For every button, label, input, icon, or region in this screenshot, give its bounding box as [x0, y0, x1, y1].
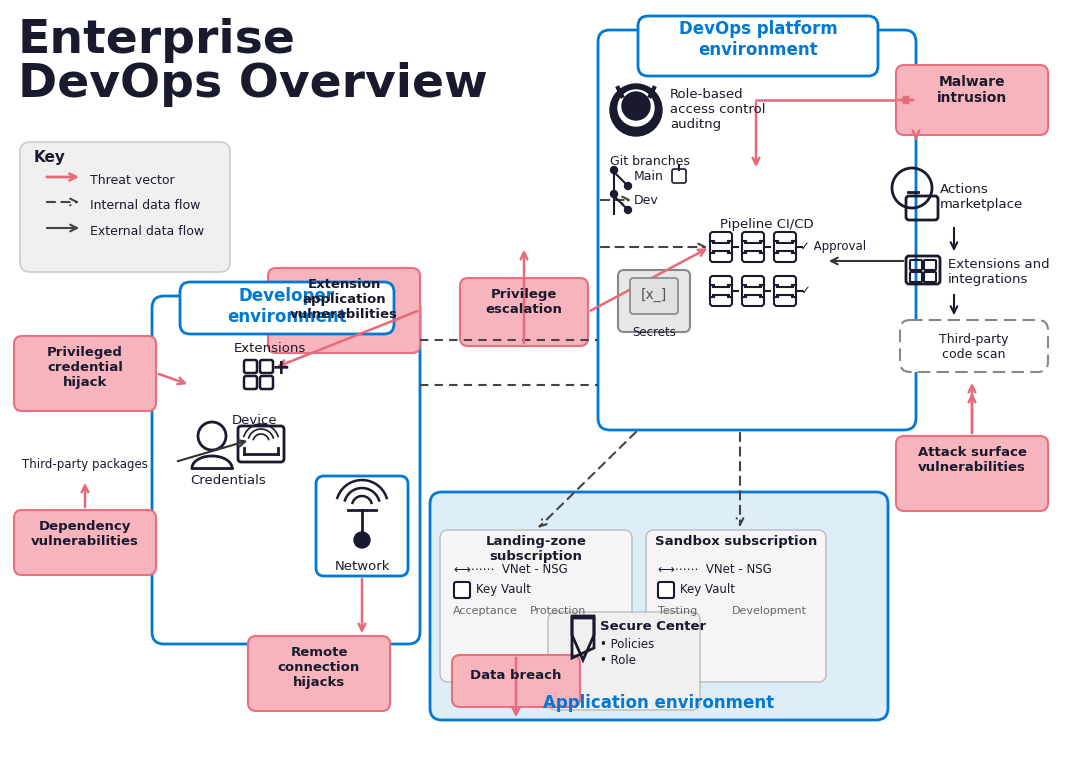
Text: Acceptance: Acceptance — [453, 606, 518, 616]
FancyBboxPatch shape — [431, 492, 888, 720]
FancyBboxPatch shape — [672, 169, 686, 183]
Text: Credentials: Credentials — [190, 474, 265, 487]
Text: Pipeline CI/CD: Pipeline CI/CD — [720, 218, 814, 231]
Text: Remote
connection
hijacks: Remote connection hijacks — [278, 646, 360, 689]
FancyBboxPatch shape — [548, 612, 700, 710]
FancyBboxPatch shape — [618, 270, 689, 332]
Text: Attack surface
vulnerabilities: Attack surface vulnerabilities — [917, 446, 1026, 474]
Text: ✓: ✓ — [800, 284, 810, 297]
FancyBboxPatch shape — [896, 65, 1048, 135]
Text: Dev: Dev — [634, 193, 659, 206]
FancyBboxPatch shape — [452, 655, 581, 707]
FancyBboxPatch shape — [454, 582, 470, 598]
Text: • Role: • Role — [600, 654, 636, 667]
Text: Protection: Protection — [530, 606, 586, 616]
Circle shape — [618, 90, 654, 126]
Text: ✓ Approval: ✓ Approval — [800, 239, 866, 252]
FancyBboxPatch shape — [598, 30, 916, 430]
FancyBboxPatch shape — [630, 278, 678, 314]
Text: Extensions and
integrations: Extensions and integrations — [948, 258, 1050, 286]
Text: Network: Network — [334, 560, 390, 573]
Text: Role-based
access control
auditng: Role-based access control auditng — [670, 88, 765, 131]
Text: Developer
environment: Developer environment — [228, 287, 346, 326]
FancyBboxPatch shape — [238, 426, 284, 462]
Text: ⟷⋯⋯  VNet - NSG: ⟷⋯⋯ VNet - NSG — [658, 563, 771, 576]
FancyBboxPatch shape — [244, 376, 257, 389]
FancyBboxPatch shape — [248, 636, 390, 711]
Text: Privilege
escalation: Privilege escalation — [486, 288, 562, 316]
Text: Third-party packages: Third-party packages — [22, 457, 148, 471]
FancyBboxPatch shape — [14, 336, 156, 411]
FancyBboxPatch shape — [14, 510, 156, 575]
Text: Secure Center: Secure Center — [600, 620, 706, 633]
FancyBboxPatch shape — [900, 320, 1048, 372]
FancyBboxPatch shape — [460, 278, 588, 346]
Circle shape — [610, 84, 663, 136]
FancyBboxPatch shape — [268, 268, 420, 353]
Text: Key Vault: Key Vault — [680, 583, 735, 596]
Text: Dependency
vulnerabilities: Dependency vulnerabilities — [31, 520, 139, 548]
Text: Privileged
credential
hijack: Privileged credential hijack — [47, 346, 123, 389]
Text: Git branches: Git branches — [610, 155, 689, 168]
Text: ⟷⋯⋯  VNet - NSG: ⟷⋯⋯ VNet - NSG — [454, 563, 568, 576]
FancyBboxPatch shape — [152, 296, 420, 644]
Text: Testing: Testing — [658, 606, 697, 616]
Text: Main: Main — [634, 170, 664, 182]
Text: Application environment: Application environment — [544, 694, 775, 712]
FancyBboxPatch shape — [180, 282, 394, 334]
Text: • Policies: • Policies — [600, 638, 654, 651]
Text: Threat vector: Threat vector — [90, 174, 175, 186]
FancyBboxPatch shape — [896, 436, 1048, 511]
FancyBboxPatch shape — [244, 360, 257, 373]
Circle shape — [611, 167, 617, 174]
FancyBboxPatch shape — [742, 276, 764, 306]
Text: DevOps Overview: DevOps Overview — [18, 62, 488, 107]
Circle shape — [354, 532, 370, 548]
FancyBboxPatch shape — [742, 232, 764, 262]
Text: Enterprise: Enterprise — [18, 18, 296, 63]
Text: [x_]: [x_] — [641, 288, 667, 302]
Circle shape — [611, 191, 617, 198]
FancyBboxPatch shape — [260, 360, 273, 373]
Text: Landing-zone
subscription: Landing-zone subscription — [486, 535, 587, 563]
Circle shape — [625, 182, 631, 189]
Text: Extension
application
vulnerabilities: Extension application vulnerabilities — [290, 278, 398, 321]
FancyBboxPatch shape — [774, 232, 796, 262]
Text: Key: Key — [35, 150, 66, 165]
Text: Secrets: Secrets — [632, 326, 675, 339]
Text: Malware
intrusion: Malware intrusion — [937, 75, 1007, 105]
Text: Third-party
code scan: Third-party code scan — [939, 333, 1009, 361]
Circle shape — [622, 92, 650, 120]
Text: Data breach: Data breach — [470, 669, 562, 682]
FancyBboxPatch shape — [646, 530, 827, 682]
Text: Extensions: Extensions — [234, 342, 306, 355]
FancyBboxPatch shape — [440, 530, 632, 682]
FancyBboxPatch shape — [260, 376, 273, 389]
FancyBboxPatch shape — [710, 232, 732, 262]
FancyBboxPatch shape — [658, 582, 674, 598]
Text: Internal data flow: Internal data flow — [90, 199, 201, 212]
FancyBboxPatch shape — [710, 276, 732, 306]
Text: Actions
marketplace: Actions marketplace — [940, 183, 1023, 211]
Text: Development: Development — [732, 606, 807, 616]
Circle shape — [625, 206, 631, 213]
FancyBboxPatch shape — [638, 16, 878, 76]
Text: External data flow: External data flow — [90, 224, 204, 238]
Text: Device: Device — [232, 414, 277, 427]
FancyBboxPatch shape — [774, 276, 796, 306]
FancyBboxPatch shape — [316, 476, 408, 576]
Text: +: + — [272, 358, 290, 378]
FancyBboxPatch shape — [21, 142, 230, 272]
Text: DevOps platform
environment: DevOps platform environment — [679, 20, 837, 58]
Text: Key Vault: Key Vault — [476, 583, 531, 596]
Text: Sandbox subscription: Sandbox subscription — [655, 535, 817, 548]
